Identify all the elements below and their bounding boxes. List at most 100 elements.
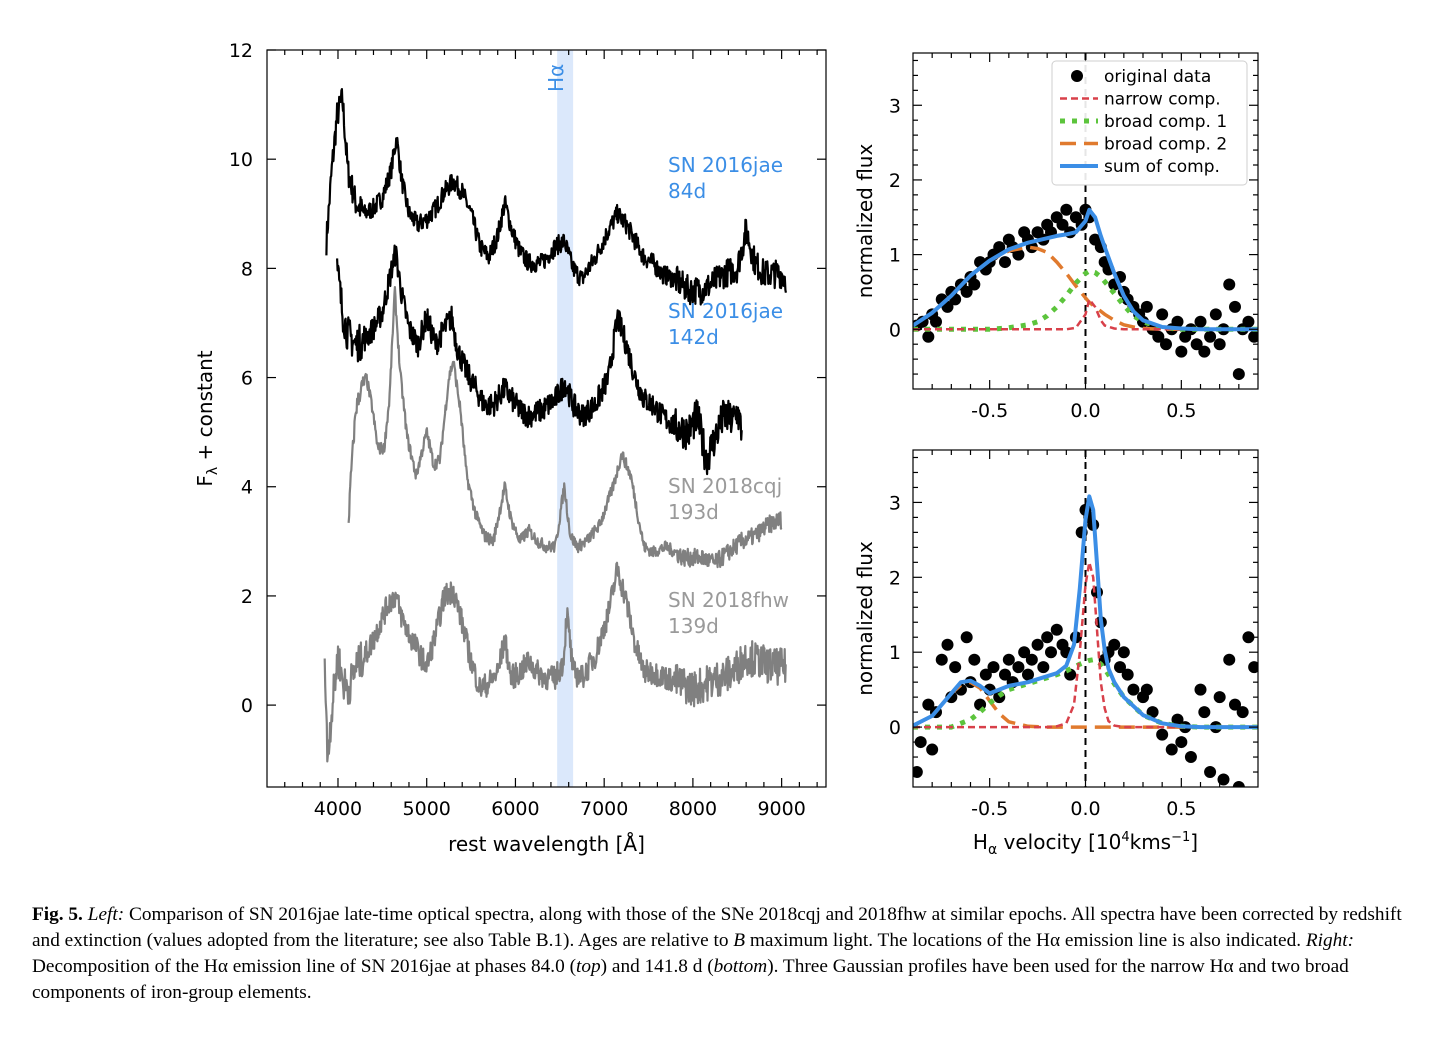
right-top-decomposition-panel: -0.5 0.0 0.5 0 1 2 3 normalized flux original … xyxy=(853,52,1259,422)
data-point xyxy=(1229,300,1241,313)
data-point xyxy=(1152,330,1165,343)
data-point xyxy=(926,743,939,756)
legend-box xyxy=(1051,60,1248,186)
y-tick-label: 3 xyxy=(889,492,901,514)
data-point xyxy=(1002,653,1015,666)
caption-fig-label: Fig. 5. xyxy=(32,904,83,925)
data-point xyxy=(1171,315,1184,328)
data-point xyxy=(1184,751,1197,764)
data-point xyxy=(922,698,935,711)
x-tick-label: 0.0 xyxy=(1070,400,1100,422)
spectrum-line-1 xyxy=(336,244,743,476)
data-point xyxy=(914,736,927,749)
legend-marker-original-data xyxy=(1071,70,1083,82)
data-point xyxy=(1204,330,1217,343)
data-point xyxy=(1217,773,1230,786)
left-ticks: 4000 5000 6000 7000 8000 9000 0 2 4 6 8 10 12 xyxy=(229,40,826,820)
data-point xyxy=(1236,706,1249,719)
left-y-axis-label: Fλ + constant xyxy=(193,350,221,486)
data-point xyxy=(930,315,942,328)
clipped-content xyxy=(913,53,1258,389)
x-tick-label: 6000 xyxy=(491,798,539,820)
y-tick-label: 4 xyxy=(241,477,253,499)
data-point xyxy=(1050,623,1063,636)
data-point xyxy=(1198,706,1211,719)
y-tick-label: 1 xyxy=(889,642,901,664)
data-point xyxy=(960,631,973,644)
data-point xyxy=(1198,345,1211,358)
spectrum-line-0 xyxy=(325,88,787,306)
data-point xyxy=(1209,308,1222,321)
data-point xyxy=(1045,646,1057,659)
right-top-ticks: -0.5 0.0 0.5 0 1 2 3 xyxy=(889,53,1258,422)
data-point xyxy=(1248,330,1258,343)
caption-right-text: Decomposition of the Hα emission line of… xyxy=(32,956,576,977)
data-point xyxy=(1025,653,1038,666)
data-point xyxy=(968,278,981,291)
data-point xyxy=(1146,706,1159,719)
legend-entry-0: original data xyxy=(1104,67,1211,87)
caption-top-word: top xyxy=(576,956,601,977)
data-point xyxy=(935,653,948,666)
data-point xyxy=(1175,345,1188,358)
caption-left-label: Left: xyxy=(87,904,125,925)
data-point xyxy=(949,661,962,674)
clipped-content xyxy=(913,450,1258,787)
spectrum-label-name-3: SN 2018fhw xyxy=(668,588,789,612)
left-x-axis-label: rest wavelength [Å] xyxy=(448,832,645,856)
data-point xyxy=(968,653,981,666)
data-point xyxy=(1117,646,1130,659)
data-point xyxy=(987,661,1000,674)
narrow-comp-line xyxy=(913,561,1258,729)
legend-entry-2: broad comp. 1 xyxy=(1104,112,1227,132)
data-point xyxy=(1223,278,1236,291)
data-point xyxy=(922,330,935,343)
x-tick-label: 7000 xyxy=(580,798,628,820)
data-point xyxy=(1232,368,1245,381)
x-tick-label: -0.5 xyxy=(971,400,1008,422)
x-tick-label: 8000 xyxy=(669,798,717,820)
y-tick-label: 0 xyxy=(241,695,253,717)
data-point xyxy=(993,241,1006,254)
data-point xyxy=(1127,683,1140,696)
spectrum-label-name-2: SN 2018cqj xyxy=(668,474,782,498)
right-bottom-plot-content xyxy=(913,450,1258,787)
spectrum-label-age-2: 193d xyxy=(668,500,719,524)
data-point xyxy=(1175,736,1188,749)
data-point xyxy=(1018,646,1031,659)
data-point xyxy=(1056,218,1069,231)
data-point xyxy=(960,285,973,298)
data-point xyxy=(1190,338,1203,351)
data-point xyxy=(1108,638,1121,651)
data-point xyxy=(979,668,992,681)
right-top-y-axis-label: normalized flux xyxy=(853,144,877,299)
y-tick-label: 0 xyxy=(889,319,901,341)
spectrum-label-name-1: SN 2016jae xyxy=(668,299,783,323)
data-point xyxy=(1022,668,1034,681)
right-bottom-x-axis-label: Hα velocity [104kms−1] xyxy=(973,830,1198,858)
data-point xyxy=(1114,661,1126,674)
spectrum-label-age-0: 84d xyxy=(668,179,706,203)
data-point xyxy=(1037,661,1050,674)
data-point xyxy=(999,256,1011,269)
x-tick-label: 5000 xyxy=(403,798,451,820)
y-tick-label: 2 xyxy=(889,567,901,589)
spectrum-label-name-0: SN 2016jae xyxy=(668,153,783,177)
legend: original data narrow comp.broad comp. 1 br… xyxy=(1051,60,1248,186)
right-bottom-y-axis-label: normalized flux xyxy=(853,541,877,696)
caption-left-text: Comparison of SN 2016jae late-time optic… xyxy=(32,904,1402,951)
data-point xyxy=(1229,698,1241,711)
caption-b-letter: B xyxy=(733,930,746,951)
y-tick-label: 10 xyxy=(229,149,253,171)
narrow-comp-line xyxy=(913,296,1258,331)
data-point xyxy=(1140,683,1153,696)
caption-right-text-3: ). Three Gaussian profiles have been use… xyxy=(32,956,1349,1003)
x-tick-label: 0.5 xyxy=(1166,798,1196,820)
caption-right-label: Right: xyxy=(1305,930,1355,951)
x-tick-label: 0.0 xyxy=(1070,798,1100,820)
data-point xyxy=(1140,300,1153,313)
y-tick-label: 2 xyxy=(889,170,901,192)
spectrum-line-2 xyxy=(347,286,783,569)
y-tick-label: 1 xyxy=(889,245,901,267)
